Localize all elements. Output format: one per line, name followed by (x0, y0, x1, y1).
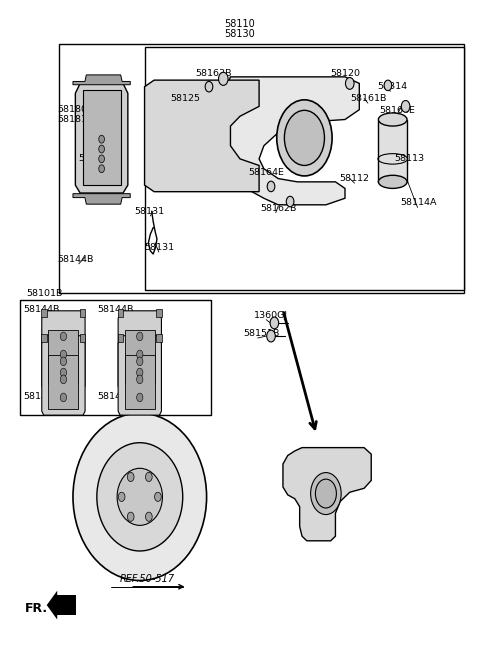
Circle shape (99, 155, 105, 163)
Circle shape (137, 375, 143, 384)
Bar (125, 330, 155, 384)
Text: 58181: 58181 (57, 115, 87, 124)
Text: REF.50-517: REF.50-517 (120, 574, 175, 584)
Circle shape (137, 368, 143, 377)
Bar (144, 47, 464, 290)
Text: 58162B: 58162B (260, 204, 296, 213)
Polygon shape (144, 80, 259, 192)
Text: 58130: 58130 (225, 29, 255, 39)
Polygon shape (118, 309, 123, 317)
Bar (21, 300, 211, 415)
Ellipse shape (73, 413, 206, 581)
Text: 58180: 58180 (57, 105, 87, 114)
Bar (83, 90, 120, 185)
Text: 58114A: 58114A (401, 198, 437, 208)
Polygon shape (42, 311, 85, 390)
Circle shape (137, 357, 143, 366)
Text: 58151B: 58151B (243, 329, 280, 338)
Text: 58314: 58314 (378, 82, 408, 91)
Circle shape (60, 375, 67, 384)
Polygon shape (156, 334, 162, 342)
Circle shape (60, 350, 67, 358)
Polygon shape (283, 447, 371, 541)
Polygon shape (118, 335, 161, 415)
Polygon shape (73, 75, 130, 85)
Bar (48, 330, 78, 384)
Ellipse shape (117, 469, 162, 525)
Polygon shape (57, 595, 76, 615)
Polygon shape (80, 334, 85, 342)
Circle shape (127, 473, 134, 482)
Circle shape (155, 492, 161, 501)
Text: FR.: FR. (25, 602, 48, 615)
Text: 58164E: 58164E (380, 107, 415, 115)
Circle shape (137, 393, 143, 402)
Polygon shape (80, 309, 85, 317)
Circle shape (267, 181, 275, 192)
Circle shape (270, 317, 279, 329)
Polygon shape (211, 77, 360, 205)
Circle shape (99, 135, 105, 143)
Circle shape (60, 332, 67, 341)
Text: 58125: 58125 (170, 94, 200, 103)
Circle shape (60, 368, 67, 377)
Circle shape (145, 512, 152, 521)
Text: 58113: 58113 (395, 154, 424, 163)
Bar (125, 355, 155, 409)
Circle shape (384, 80, 392, 91)
Circle shape (218, 72, 228, 86)
Ellipse shape (378, 113, 407, 126)
Circle shape (127, 512, 134, 521)
Circle shape (401, 100, 410, 112)
Polygon shape (156, 309, 162, 317)
Text: 58164E: 58164E (248, 167, 284, 177)
Circle shape (311, 473, 341, 515)
Text: 58112: 58112 (339, 174, 370, 183)
Circle shape (99, 165, 105, 173)
Text: 58144B: 58144B (24, 392, 60, 401)
Bar (378, 119, 407, 182)
Ellipse shape (97, 443, 183, 551)
Polygon shape (42, 335, 85, 415)
Polygon shape (118, 334, 123, 342)
Text: 58144B: 58144B (98, 305, 134, 314)
Text: 58163B: 58163B (195, 69, 232, 78)
Polygon shape (75, 84, 128, 193)
Bar (59, 44, 464, 293)
Circle shape (315, 479, 336, 508)
Text: 58131: 58131 (134, 207, 164, 216)
Text: 58101B: 58101B (26, 289, 62, 298)
Text: 58144B: 58144B (57, 255, 94, 264)
Text: 58131: 58131 (144, 243, 174, 252)
Circle shape (60, 357, 67, 366)
Polygon shape (47, 590, 57, 619)
Circle shape (145, 473, 152, 482)
Text: 58161B: 58161B (351, 94, 387, 103)
Circle shape (99, 145, 105, 153)
Circle shape (284, 110, 324, 165)
Circle shape (277, 100, 332, 176)
Circle shape (118, 492, 125, 501)
Circle shape (60, 393, 67, 402)
Text: 58144B: 58144B (24, 305, 60, 314)
Text: 1360GJ: 1360GJ (254, 310, 288, 320)
Circle shape (286, 196, 294, 207)
Polygon shape (118, 311, 161, 390)
Circle shape (346, 78, 354, 90)
Text: 58120: 58120 (330, 69, 360, 78)
Circle shape (137, 350, 143, 358)
Circle shape (137, 332, 143, 341)
Text: 58144B: 58144B (98, 392, 134, 401)
Circle shape (205, 82, 213, 92)
Text: 58110: 58110 (225, 19, 255, 30)
Bar (48, 355, 78, 409)
Polygon shape (41, 309, 47, 317)
Circle shape (267, 330, 276, 342)
Polygon shape (73, 194, 130, 204)
Polygon shape (41, 334, 47, 342)
Text: 58144B: 58144B (79, 154, 115, 163)
Ellipse shape (378, 175, 407, 188)
